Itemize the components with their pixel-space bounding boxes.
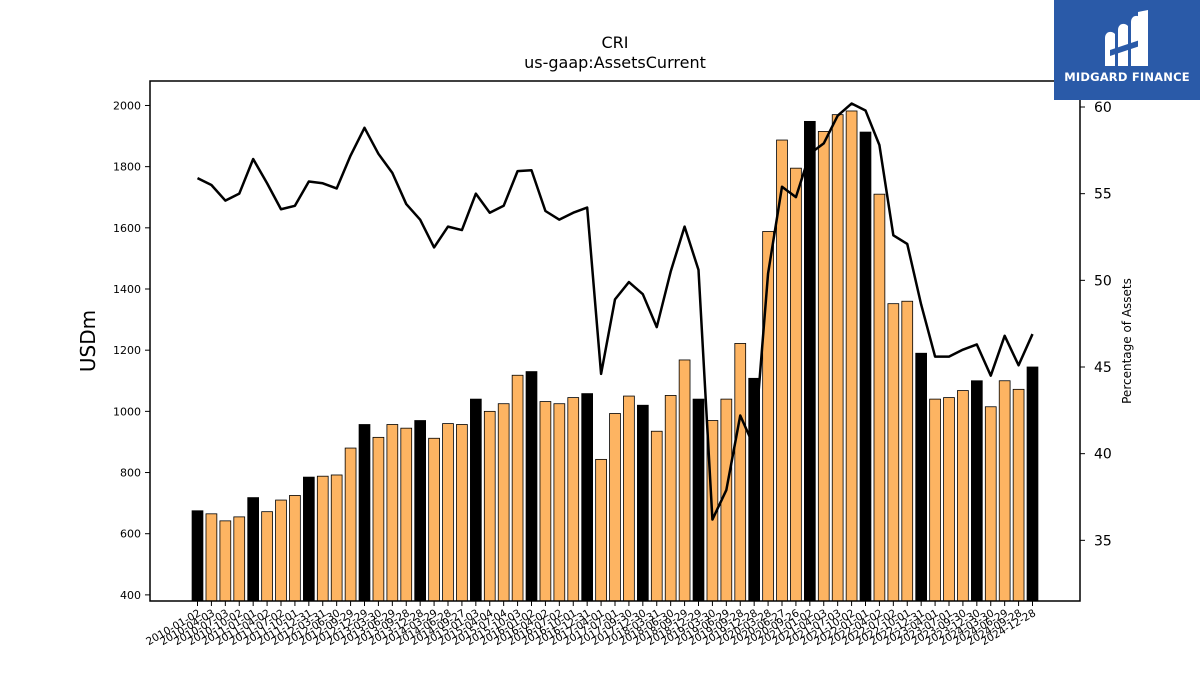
bar: [957, 390, 969, 602]
brand-name: MIDGARD FINANCE: [1064, 70, 1190, 84]
bar: [191, 510, 204, 602]
y2-tick-label: 55: [1094, 187, 1112, 203]
x-axis: 2010-01-022010-04-032010-07-032010-10-02…: [144, 601, 1038, 648]
line-group: [196, 102, 1034, 521]
bar: [901, 300, 914, 602]
bar: [873, 193, 886, 602]
bar: [831, 114, 844, 602]
chart-subtitle: us-gaap:AssetsCurrent: [524, 53, 706, 72]
bar: [539, 401, 552, 602]
percentage-line: [196, 102, 1034, 521]
bar: [219, 520, 232, 602]
bar: [205, 513, 218, 602]
bar: [442, 423, 454, 602]
bar: [456, 424, 468, 602]
bar: [595, 458, 607, 602]
bar: [734, 343, 747, 602]
y-tick-label: 800: [120, 467, 141, 480]
bar: [692, 398, 705, 602]
bar: [845, 110, 858, 602]
bar: [483, 410, 496, 602]
bar: [790, 167, 802, 602]
plot-frame: [149, 80, 1081, 602]
bar: [400, 427, 413, 602]
bar: [664, 395, 677, 602]
bars-group: [191, 110, 1039, 602]
bar: [567, 397, 580, 602]
y-tick-label: 1800: [113, 161, 141, 174]
y-tick-label: 1200: [113, 344, 141, 357]
y-axis-label: USDm: [76, 310, 100, 372]
y2-tick-label: 60: [1094, 100, 1112, 116]
y2-tick-label: 45: [1094, 360, 1112, 376]
bar: [915, 352, 927, 602]
y-tick-label: 1000: [113, 405, 141, 418]
bar: [984, 406, 997, 602]
bar: [637, 404, 649, 602]
bar: [372, 436, 385, 602]
bar: [316, 475, 329, 602]
bar: [358, 424, 371, 602]
y2-tick-label: 40: [1094, 447, 1112, 463]
midgard-logo-icon: [1105, 10, 1148, 66]
bar: [971, 380, 983, 602]
y2-tick-label: 50: [1094, 273, 1112, 289]
bar: [344, 447, 357, 602]
y2-tick-label: 35: [1094, 533, 1112, 549]
y2-axis-label: Percentage of Assets: [1120, 278, 1134, 404]
bar: [581, 393, 593, 602]
y-tick-label: 2000: [113, 99, 141, 112]
bar: [650, 430, 663, 602]
bar: [511, 374, 524, 602]
bar: [289, 495, 301, 602]
bar: [303, 476, 315, 602]
bar: [553, 403, 566, 602]
bar: [275, 499, 287, 602]
bar: [1026, 366, 1039, 602]
y-tick-label: 1600: [113, 222, 141, 235]
bar: [233, 516, 246, 602]
bar: [943, 397, 955, 602]
bar: [609, 413, 621, 602]
y-axis: 400 600 800 1000 1200 1400 1600 1800 2000: [113, 99, 150, 602]
bar: [623, 395, 635, 602]
bar: [525, 371, 538, 602]
bar: [414, 420, 426, 602]
bar: [428, 437, 440, 602]
y2-axis: 35 40 45 50 55 60: [1080, 100, 1112, 549]
bar: [247, 497, 260, 602]
bar: [887, 303, 900, 602]
bar: [330, 474, 343, 602]
y-tick-label: 1400: [113, 283, 141, 296]
brand-logo: MIDGARD FINANCE: [1054, 0, 1200, 100]
chart-title: CRI: [601, 33, 628, 52]
bar: [929, 398, 941, 602]
bar: [804, 120, 816, 602]
y-tick-label: 400: [120, 589, 141, 602]
bar: [817, 131, 830, 602]
bar: [386, 424, 399, 602]
y-tick-label: 600: [120, 528, 141, 541]
bar: [470, 398, 482, 602]
bar: [497, 403, 510, 602]
bar: [678, 359, 691, 602]
bar: [1012, 388, 1025, 602]
bar: [998, 380, 1011, 602]
bar: [261, 511, 273, 602]
bar: [859, 131, 872, 602]
